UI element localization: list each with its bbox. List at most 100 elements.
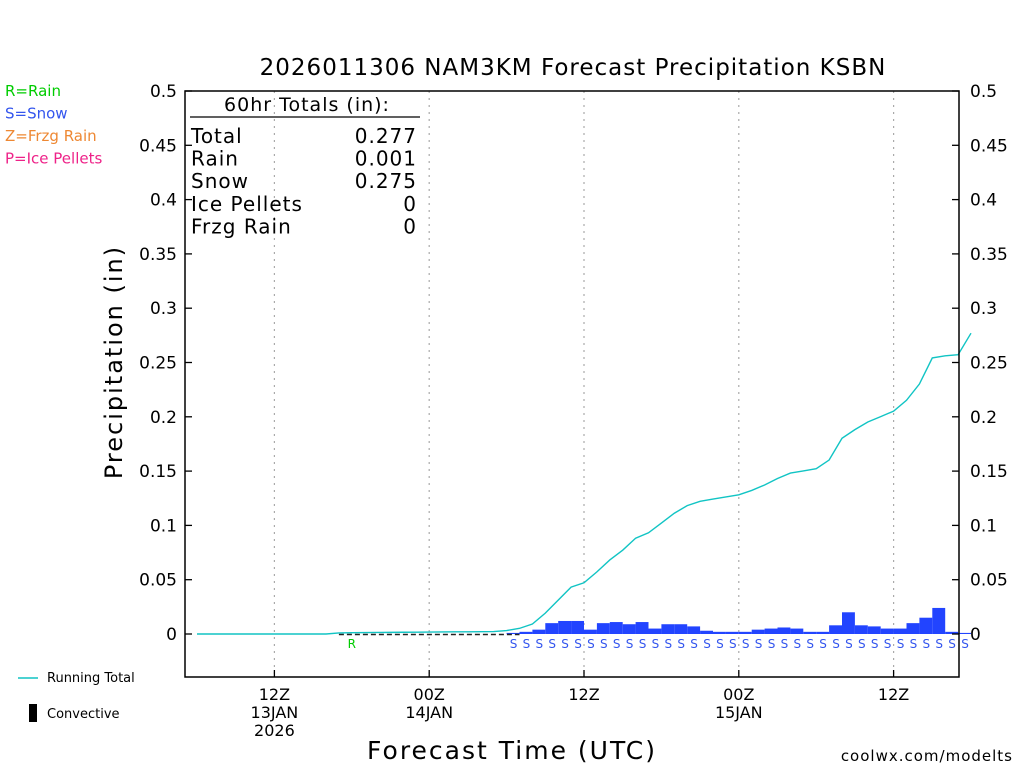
type-label-S-40: S bbox=[703, 637, 711, 651]
type-label-S-38: S bbox=[677, 637, 685, 651]
precip-bar-51 bbox=[854, 625, 868, 634]
x-tick-label-0-1: 13JAN bbox=[251, 703, 299, 722]
y-tick-label-left-3: 0.15 bbox=[139, 462, 177, 482]
y-tick-label-left-2: 0.1 bbox=[150, 516, 177, 536]
bottom-legend: Running Total Convective bbox=[18, 671, 135, 722]
type-label-S-32: S bbox=[600, 637, 608, 651]
precip-bar-45 bbox=[777, 627, 791, 634]
precip-bar-37 bbox=[674, 624, 688, 634]
y-tick-label-right-10: 0.5 bbox=[970, 82, 997, 102]
x-tick-label-4-0: 12Z bbox=[878, 685, 909, 704]
type-label-S-34: S bbox=[626, 637, 634, 651]
totals-box: 60hr Totals (in): Total 0.277 Rain 0.001 Sno… bbox=[190, 94, 420, 238]
totals-value-4: 0 bbox=[403, 214, 417, 238]
type-label-S-29: S bbox=[561, 637, 569, 651]
precip-bar-28 bbox=[558, 620, 572, 634]
y-tick-label-left-6: 0.3 bbox=[150, 299, 177, 319]
type-label-S-60: S bbox=[961, 637, 969, 651]
precip-bar-40 bbox=[713, 631, 726, 634]
x-axis-label: Forecast Time (UTC) bbox=[367, 736, 657, 765]
x-tick-label-1-1: 14JAN bbox=[405, 703, 453, 722]
precip-bar-25 bbox=[519, 631, 533, 634]
totals-value-2: 0.275 bbox=[355, 169, 417, 193]
y-tick-label-left-7: 0.35 bbox=[139, 245, 177, 265]
type-label-S-33: S bbox=[613, 637, 621, 651]
type-label-S-57: S bbox=[922, 637, 930, 651]
type-label-S-35: S bbox=[639, 637, 647, 651]
legend-type-1: S=Snow bbox=[5, 105, 68, 123]
x-tick-label-1-0: 00Z bbox=[414, 685, 445, 704]
legend-type-0: R=Rain bbox=[5, 82, 61, 100]
precip-bar-46 bbox=[790, 628, 804, 634]
precip-bar-49 bbox=[829, 625, 842, 634]
y-tick-label-right-6: 0.3 bbox=[970, 299, 997, 319]
precip-bar-31 bbox=[596, 623, 610, 634]
type-label-S-53: S bbox=[871, 637, 879, 651]
precip-bar-34 bbox=[635, 622, 649, 634]
precip-bar-35 bbox=[648, 628, 662, 634]
precip-bar-39 bbox=[700, 630, 713, 634]
type-label-S-44: S bbox=[755, 637, 763, 651]
totals-header: 60hr Totals (in): bbox=[224, 94, 390, 116]
y-tick-label-left-10: 0.5 bbox=[150, 82, 177, 102]
precip-bar-52 bbox=[867, 626, 881, 634]
precip-bar-32 bbox=[609, 622, 623, 634]
precip-bar-27 bbox=[545, 623, 559, 634]
precip-bar-26 bbox=[532, 629, 546, 634]
type-label-S-52: S bbox=[858, 637, 866, 651]
totals-value-3: 0 bbox=[403, 192, 417, 216]
x-tick-label-3-0: 00Z bbox=[723, 685, 754, 704]
x-tick-label-0-2: 2026 bbox=[254, 721, 295, 740]
type-label-S-46: S bbox=[781, 637, 789, 651]
precip-bar-54 bbox=[893, 628, 907, 634]
type-label-S-50: S bbox=[832, 637, 840, 651]
precip-bar-57 bbox=[932, 607, 946, 634]
running-total-line bbox=[197, 332, 972, 635]
y-tick-label-left-1: 0.05 bbox=[139, 571, 177, 591]
convective-swatch bbox=[29, 704, 37, 722]
type-label-S-31: S bbox=[587, 637, 595, 651]
type-label-S-41: S bbox=[716, 637, 724, 651]
type-label-S-59: S bbox=[948, 637, 956, 651]
y-axis-left: 0 0.05 0.1 0.15 0.2 0.25 0.3 0.35 0.4 0.45 0.5 bbox=[139, 82, 192, 645]
totals-value-0: 0.277 bbox=[355, 124, 417, 148]
precip-bar-58 bbox=[945, 631, 959, 634]
precip-bar-53 bbox=[880, 628, 894, 634]
type-label-S-25: S bbox=[510, 637, 518, 651]
type-label-S-37: S bbox=[664, 637, 672, 651]
totals-label-1: Rain bbox=[191, 147, 239, 171]
precip-bar-33 bbox=[622, 624, 636, 634]
type-label-S-49: S bbox=[819, 637, 827, 651]
y-tick-label-left-4: 0.2 bbox=[150, 408, 177, 428]
precip-bar-42 bbox=[738, 631, 752, 634]
type-label-S-48: S bbox=[806, 637, 814, 651]
type-label-S-36: S bbox=[652, 637, 660, 651]
y-tick-label-right-2: 0.1 bbox=[970, 516, 997, 536]
precip-bar-50 bbox=[842, 612, 855, 634]
precip-bar-38 bbox=[687, 626, 701, 634]
type-label-S-28: S bbox=[548, 637, 556, 651]
type-label-S-51: S bbox=[845, 637, 853, 651]
convective-legend-label: Convective bbox=[47, 707, 120, 722]
totals-value-1: 0.001 bbox=[355, 147, 417, 171]
type-label-S-30: S bbox=[574, 637, 582, 651]
y-tick-label-left-0: 0 bbox=[166, 625, 177, 645]
precip-bar-44 bbox=[764, 628, 778, 634]
precip-bar-43 bbox=[751, 629, 765, 634]
chart-title: 2026011306 NAM3KM Forecast Precipitation… bbox=[260, 55, 887, 81]
type-label-S-58: S bbox=[935, 637, 943, 651]
type-label-S-45: S bbox=[768, 637, 776, 651]
totals-label-3: Ice Pellets bbox=[191, 192, 303, 216]
y-tick-label-right-7: 0.35 bbox=[970, 245, 1008, 265]
x-tick-label-0-0: 12Z bbox=[259, 685, 290, 704]
y-tick-label-right-8: 0.4 bbox=[970, 191, 997, 211]
y-tick-label-right-5: 0.25 bbox=[970, 354, 1008, 374]
y-tick-label-right-1: 0.05 bbox=[970, 571, 1008, 591]
totals-label-2: Snow bbox=[191, 169, 249, 193]
y-tick-label-right-3: 0.15 bbox=[970, 462, 1008, 482]
precip-bar-55 bbox=[906, 623, 920, 634]
y-tick-label-left-8: 0.4 bbox=[150, 191, 177, 211]
